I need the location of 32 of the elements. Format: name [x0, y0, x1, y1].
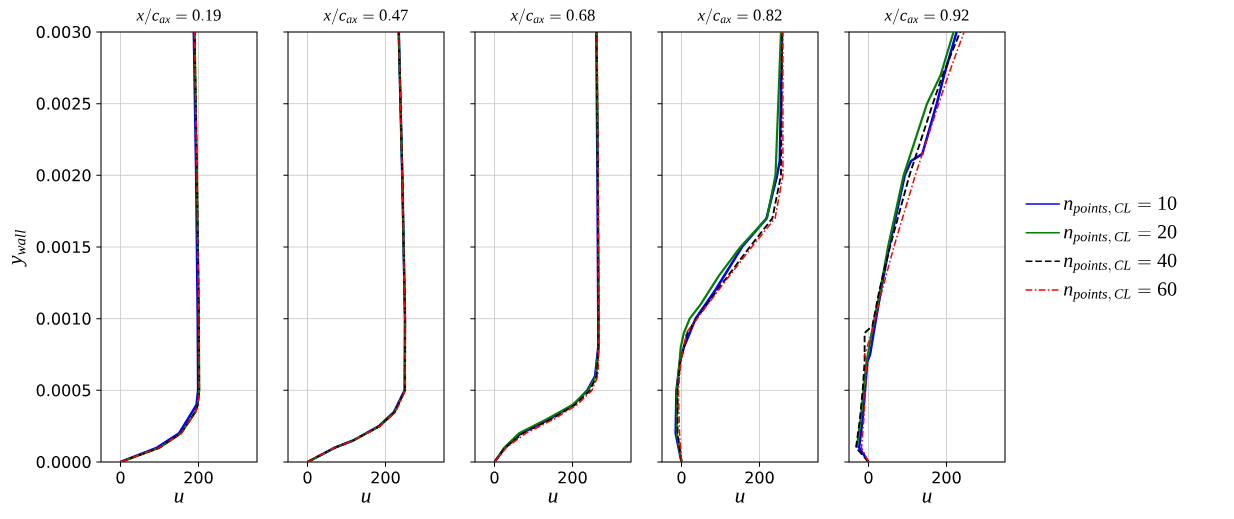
chart-title: $x/c_{ax}=0.82$ — [697, 8, 782, 25]
y-tick-label: 0.0025 — [36, 97, 91, 110]
chart-title: $x/c_{ax}=0.92$ — [884, 8, 969, 25]
x-tick-label: 200 — [745, 471, 774, 484]
x-axis-title: u — [174, 492, 184, 503]
x-axis-title: u — [361, 492, 371, 503]
x-tick-label: 0 — [303, 471, 312, 484]
y-tick-label: 0.0020 — [36, 169, 91, 182]
x-tick-label: 200 — [184, 471, 213, 484]
y-axis-title: $y_{wall}$ — [12, 230, 27, 267]
x-tick-label: 0 — [677, 471, 686, 484]
chart-title: $x/c_{ax}=0.19$ — [136, 8, 221, 25]
x-tick-label: 0 — [864, 471, 873, 484]
x-axis-title: u — [548, 492, 558, 503]
chart-title: $x/c_{ax}=0.68$ — [510, 8, 595, 25]
x-axis-title: u — [922, 492, 932, 503]
x-tick-label: 200 — [371, 471, 400, 484]
y-tick-label: 0.0015 — [36, 240, 91, 254]
legend-label: $n_{points,\,CL}=60$ — [1064, 282, 1177, 302]
legend-label: $n_{points,\,CL}=20$ — [1064, 225, 1177, 245]
y-tick-label: 0.0000 — [36, 455, 91, 469]
y-tick-label: 0.0010 — [36, 312, 91, 325]
y-tick-label: 0.0005 — [36, 384, 91, 397]
x-axis-title: u — [735, 492, 745, 503]
x-tick-label: 0 — [490, 471, 499, 484]
chart-title: $x/c_{ax}=0.47$ — [323, 8, 408, 25]
y-tick-label: 0.0030 — [36, 25, 91, 39]
legend-label: $n_{points,\,CL}=10$ — [1064, 196, 1177, 216]
x-tick-label: 0 — [116, 471, 125, 484]
x-tick-label: 200 — [932, 471, 961, 484]
x-tick-label: 200 — [558, 471, 587, 484]
legend-label: $n_{points,\,CL}=40$ — [1064, 253, 1177, 273]
